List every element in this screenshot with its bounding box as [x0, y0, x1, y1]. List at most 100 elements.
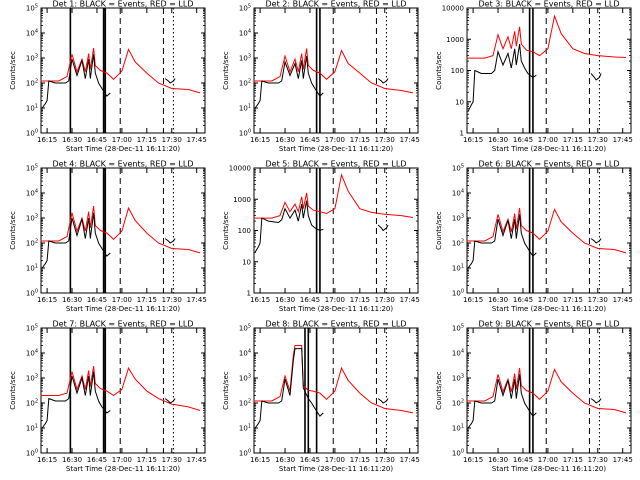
y-tick-label: 100: [26, 129, 38, 138]
panel-title: Det 8: BLACK = Events, RED = LLD: [266, 320, 407, 329]
y-axis-label: Counts/sec: [9, 211, 17, 250]
x-axis-label: Start Time (28-Dec-11 16:11:20): [66, 465, 180, 473]
series-red-line: [466, 368, 627, 414]
x-tick-label: 17:15: [137, 456, 157, 464]
x-tick-label: 17:45: [613, 456, 633, 464]
series-black-line: [467, 214, 602, 269]
x-tick-label: 17:30: [375, 136, 395, 144]
x-tick-label: 16:15: [463, 136, 483, 144]
series-red-line: [253, 173, 414, 219]
panel-det-2: Det 2: BLACK = Events, RED = LLD 100 101 10…: [222, 0, 420, 153]
y-tick-label: 105: [239, 324, 251, 333]
y-tick-label: 103: [239, 374, 251, 383]
x-tick-label: 16:45: [513, 296, 533, 304]
x-tick-label: 16:45: [300, 136, 320, 144]
y-tick-label: 102: [452, 239, 464, 248]
x-tick-label: 16:15: [463, 456, 483, 464]
x-tick-label: 17:15: [350, 296, 370, 304]
series-red-line: [40, 366, 201, 411]
panel-det-3: Det 3: BLACK = Events, RED = LLD 1 10 100 10…: [435, 0, 633, 153]
y-axis-label: Counts/sec: [222, 371, 230, 410]
x-tick-label: 17:15: [563, 456, 583, 464]
x-axis-label: Start Time (28-Dec-11 16:11:20): [492, 145, 606, 153]
x-tick-label: 16:30: [275, 456, 295, 464]
y-tick-label: 102: [26, 79, 38, 88]
x-tick-label: 17:00: [325, 136, 345, 144]
x-tick-label: 17:15: [137, 136, 157, 144]
y-tick-label: 1000: [446, 36, 464, 44]
x-tick-label: 17:15: [137, 296, 157, 304]
y-tick-label: 105: [452, 324, 464, 333]
x-tick-label: 17:30: [162, 136, 182, 144]
y-tick-label: 1: [460, 130, 464, 138]
y-tick-label: 102: [239, 399, 251, 408]
x-tick-label: 16:30: [275, 296, 295, 304]
x-tick-label: 16:45: [513, 136, 533, 144]
panel-title: Det 1: BLACK = Events, RED = LLD: [53, 0, 194, 9]
y-tick-label: 104: [26, 29, 38, 38]
panel-det-6: Det 6: BLACK = Events, RED = LLD 100 101 10…: [435, 160, 633, 314]
y-tick-label: 102: [26, 399, 38, 408]
series-red-line: [253, 345, 414, 414]
x-tick-label: 17:30: [375, 456, 395, 464]
series-red-line: [466, 208, 627, 254]
y-tick-label: 10: [242, 258, 251, 266]
x-tick-label: 17:00: [325, 296, 345, 304]
x-tick-label: 17:15: [563, 296, 583, 304]
y-tick-label: 105: [239, 4, 251, 13]
x-tick-label: 16:45: [87, 136, 107, 144]
y-tick-label: 104: [26, 189, 38, 198]
x-tick-label: 17:00: [112, 136, 132, 144]
y-tick-label: 100: [239, 129, 251, 138]
x-tick-label: 16:45: [513, 456, 533, 464]
x-tick-label: 16:15: [37, 136, 57, 144]
x-tick-label: 17:15: [563, 136, 583, 144]
y-tick-label: 103: [26, 54, 38, 63]
y-tick-label: 102: [452, 399, 464, 408]
x-tick-label: 16:30: [488, 296, 508, 304]
panel-title: Det 5: BLACK = Events, RED = LLD: [266, 160, 407, 169]
x-tick-label: 16:15: [250, 296, 270, 304]
x-tick-label: 16:15: [37, 456, 57, 464]
y-tick-label: 104: [239, 29, 251, 38]
y-tick-label: 103: [26, 374, 38, 383]
y-tick-label: 10: [455, 98, 464, 106]
x-axis-label: Start Time (28-Dec-11 16:11:20): [66, 305, 180, 313]
series-black-line: [41, 371, 176, 429]
y-tick-label: 10000: [229, 165, 251, 173]
y-tick-label: 105: [26, 4, 38, 13]
series-black-line: [41, 212, 176, 269]
x-tick-label: 16:30: [488, 456, 508, 464]
y-tick-label: 105: [26, 324, 38, 333]
y-tick-label: 103: [452, 374, 464, 383]
plot-frame: [253, 327, 419, 454]
series-black-line: [254, 348, 389, 429]
x-tick-label: 16:45: [87, 456, 107, 464]
panel-det-5: Det 5: BLACK = Events, RED = LLD 1 10 100 10…: [222, 160, 420, 314]
x-axis-label: Start Time (28-Dec-11 16:11:20): [492, 465, 606, 473]
x-tick-label: 17:45: [613, 136, 633, 144]
x-tick-label: 17:45: [187, 296, 207, 304]
x-tick-label: 17:30: [162, 296, 182, 304]
x-tick-label: 17:00: [112, 456, 132, 464]
y-tick-label: 100: [238, 227, 251, 235]
x-tick-label: 17:30: [588, 456, 608, 464]
x-tick-label: 16:15: [463, 296, 483, 304]
y-tick-label: 100: [452, 289, 464, 298]
y-tick-label: 105: [26, 164, 38, 173]
y-tick-label: 104: [239, 349, 251, 358]
y-axis-label: Counts/sec: [222, 211, 230, 250]
x-tick-label: 17:15: [350, 136, 370, 144]
plot-frame: [40, 327, 206, 454]
x-tick-label: 17:45: [400, 136, 420, 144]
x-tick-label: 16:15: [250, 456, 270, 464]
x-tick-label: 16:30: [275, 136, 295, 144]
x-tick-label: 17:30: [375, 296, 395, 304]
y-tick-label: 101: [452, 264, 464, 273]
panel-title: Det 7: BLACK = Events, RED = LLD: [53, 320, 194, 329]
y-tick-label: 103: [239, 54, 251, 63]
x-tick-label: 17:00: [538, 456, 558, 464]
x-axis-label: Start Time (28-Dec-11 16:11:20): [279, 145, 393, 153]
x-tick-label: 17:00: [538, 296, 558, 304]
y-tick-label: 101: [26, 264, 38, 273]
